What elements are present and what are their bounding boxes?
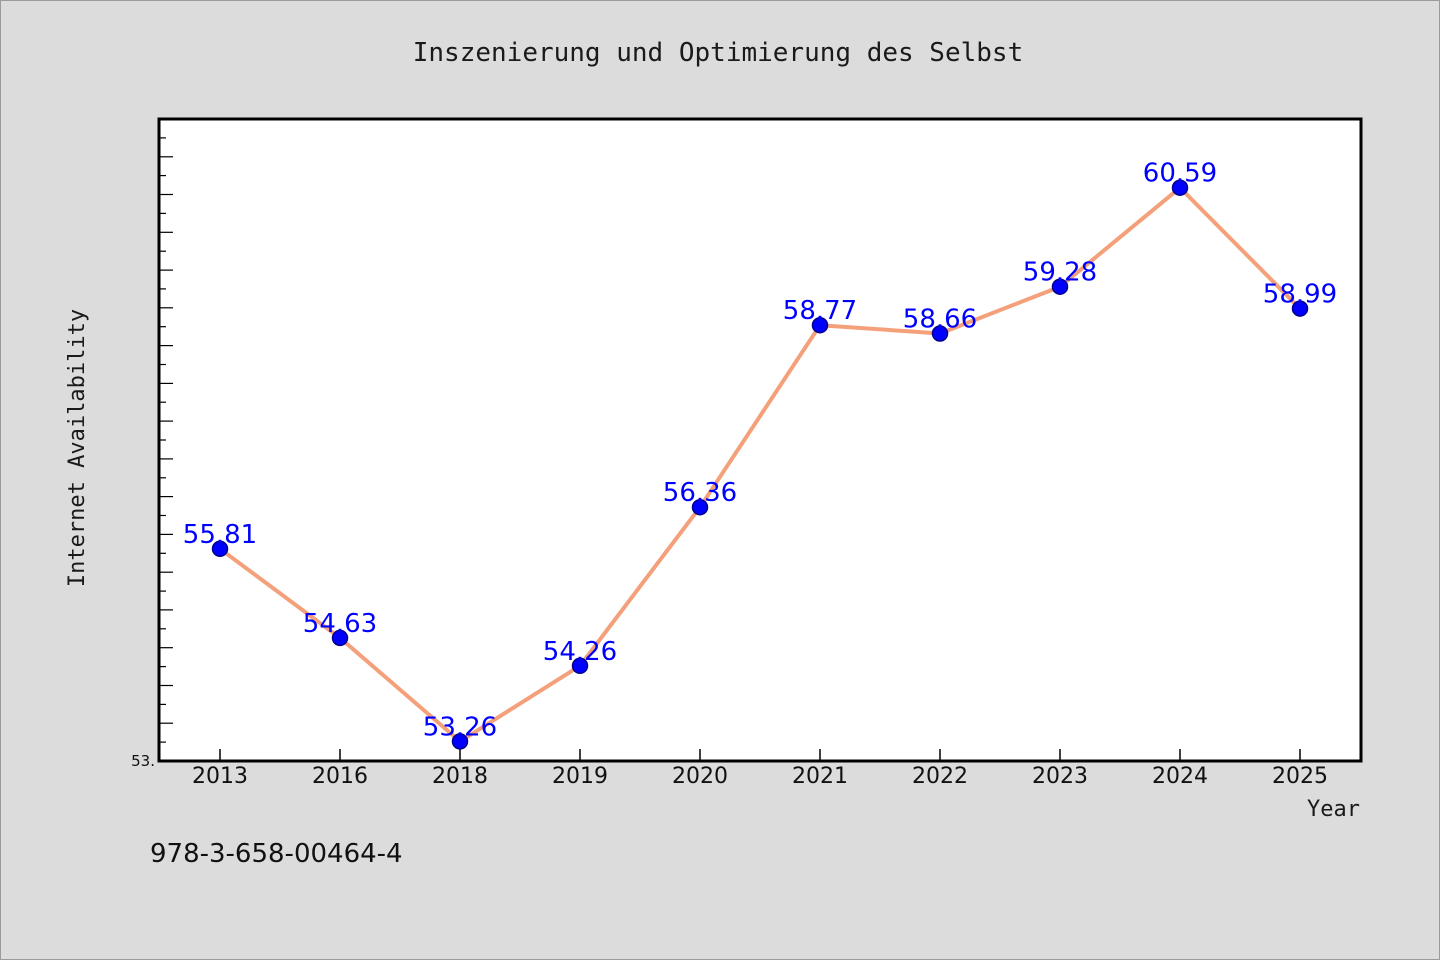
data-point-marker bbox=[451, 733, 469, 750]
x-tick-label: 2013 bbox=[192, 764, 248, 789]
data-label: 54.63 bbox=[303, 609, 377, 639]
x-tick-label: 2022 bbox=[912, 764, 968, 789]
x-tick-label: 2019 bbox=[552, 764, 608, 789]
x-axis-tick-labels: 2013 2016 2018 2019 2020 2021 2022 2023 2024 2025 bbox=[192, 764, 1328, 789]
data-label: 54.26 bbox=[543, 637, 617, 667]
data-label: 58.77 bbox=[783, 296, 857, 326]
data-point-marker bbox=[571, 657, 589, 675]
data-labels: 55.81 54.63 53.26 54.26 56.36 58.77 58.66 59.28… bbox=[183, 159, 1337, 743]
plot-area bbox=[157, 117, 1363, 763]
data-label: 53.26 bbox=[423, 712, 497, 742]
data-point-marker bbox=[1051, 278, 1069, 295]
data-label: 56.36 bbox=[663, 478, 737, 508]
x-tick-label: 2021 bbox=[792, 764, 848, 789]
x-axis-label: Year bbox=[1307, 797, 1360, 822]
data-point-marker bbox=[331, 629, 349, 647]
x-tick-label: 2020 bbox=[672, 764, 728, 789]
data-label: 55.81 bbox=[183, 520, 257, 550]
footer-isbn: 978-3-658-00464-4 bbox=[150, 839, 403, 869]
y-axis-ticks bbox=[159, 137, 173, 743]
data-point-marker bbox=[1291, 300, 1309, 317]
chart-title: Inszenierung und Optimierung des Selbst bbox=[413, 38, 1023, 68]
data-point-marker bbox=[811, 316, 829, 334]
data-label: 59.28 bbox=[1023, 258, 1097, 288]
x-tick-label: 2018 bbox=[432, 764, 488, 789]
x-tick-label: 2016 bbox=[312, 764, 368, 789]
y-axis-min-label: 53. bbox=[131, 752, 155, 770]
x-tick-label: 2024 bbox=[1152, 764, 1208, 789]
data-point-marker bbox=[691, 498, 709, 516]
data-point-marker bbox=[1171, 179, 1189, 196]
data-label: 58.66 bbox=[903, 305, 977, 335]
series-line-group bbox=[218, 185, 1302, 744]
series-markers bbox=[211, 179, 1309, 750]
series-line bbox=[218, 185, 1302, 744]
x-axis-ticks bbox=[219, 749, 1301, 761]
data-point-marker bbox=[931, 325, 949, 342]
data-label: 60.59 bbox=[1143, 159, 1217, 189]
y-axis-label: Internet Availability bbox=[65, 309, 90, 587]
x-tick-label: 2023 bbox=[1032, 764, 1088, 789]
data-point-marker bbox=[211, 540, 229, 558]
data-label: 58.99 bbox=[1263, 280, 1337, 310]
x-tick-label: 2025 bbox=[1272, 764, 1328, 789]
